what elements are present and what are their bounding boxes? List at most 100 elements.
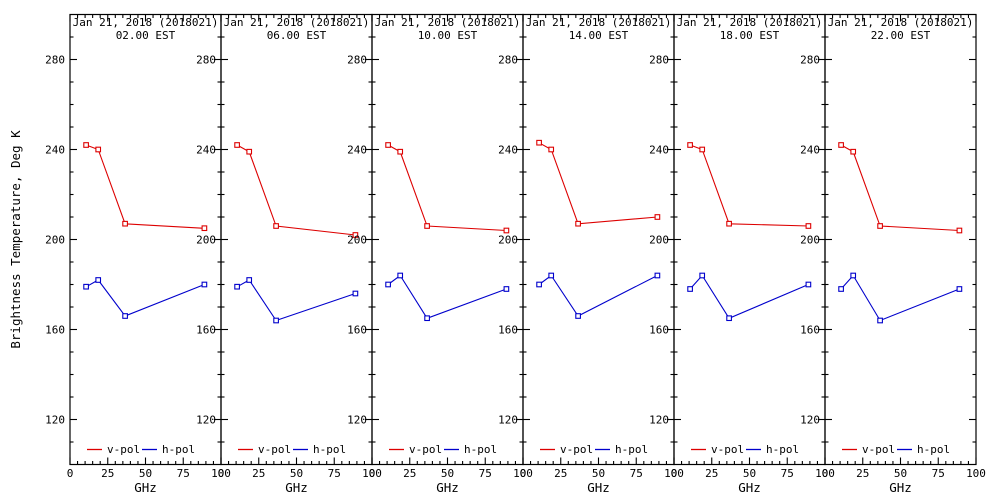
y-tick-label: 160 <box>649 324 669 337</box>
h-pol-marker <box>246 277 253 283</box>
y-tick-labels: 120 160 200 240 280 <box>347 54 367 427</box>
v-pol-line <box>387 144 507 232</box>
x-tick-labels: 0 25 50 75 100 <box>218 467 382 480</box>
v-pol-line <box>85 144 205 229</box>
v-pol-marker <box>654 214 661 220</box>
v-pol-marker <box>687 142 693 148</box>
h-pol-marker <box>687 286 693 292</box>
x-tick-label: 75 <box>328 467 341 480</box>
y-tick-label: 240 <box>45 144 65 157</box>
x-tick-label: 50 <box>441 467 454 480</box>
y-tick-label: 160 <box>347 324 367 337</box>
panel-2: 120 160 200 240 280 0 25 50 75 100 GHz Jan 21, 2018… <box>196 13 382 495</box>
v-pol-marker <box>536 139 542 146</box>
panel-3: 120 160 200 240 280 0 25 50 75 100 GHz Jan 21, 2018… <box>347 13 533 495</box>
h-pol-marker <box>352 290 359 297</box>
x-tick-labels: 0 25 50 75 100 <box>67 467 231 480</box>
legend: v-pol h-pol <box>691 443 799 456</box>
h-pol-marker <box>805 281 812 288</box>
v-pol-marker <box>548 146 555 153</box>
v-pol-marker <box>877 223 883 229</box>
y-tick-label: 120 <box>45 414 65 427</box>
x-tick-label: 25 <box>705 467 718 480</box>
y-tick-label: 280 <box>649 54 669 67</box>
y-tick-label: 160 <box>498 324 518 337</box>
y-tick-label: 240 <box>347 144 367 157</box>
v-pol-marker <box>273 223 279 229</box>
legend-label: h-pol <box>464 443 497 456</box>
x-tick-label: 50 <box>743 467 756 480</box>
legend-item-v-pol: v-pol <box>87 443 140 456</box>
panel-title-time: 14.00 EST <box>569 29 629 42</box>
h-pol-markers <box>385 272 510 322</box>
h-pol-marker <box>877 317 883 324</box>
legend-label: v-pol <box>711 443 744 456</box>
legend-item-h-pol: h-pol <box>293 443 346 456</box>
h-pol-marker <box>838 286 844 292</box>
h-pol-marker <box>726 315 732 322</box>
v-pol-marker <box>246 148 253 155</box>
v-pol-marker <box>805 223 812 229</box>
h-pol-markers <box>536 272 661 319</box>
h-pol-marker <box>548 272 555 279</box>
panel-title-date: Jan 21, 2018 (2018021) <box>73 16 219 29</box>
x-tick-label: 75 <box>630 467 643 480</box>
v-pol-marker <box>850 148 857 155</box>
v-pol-line <box>236 144 356 236</box>
v-pol-marker <box>424 223 430 229</box>
x-tick-label: 100 <box>815 467 835 480</box>
panel-4: 120 160 200 240 280 0 25 50 75 100 GHz Jan 21, 2018… <box>498 13 684 495</box>
h-pol-line <box>840 274 960 322</box>
y-tick-label: 200 <box>347 234 367 247</box>
x-axis-title: GHz <box>436 480 459 495</box>
panel-title-date: Jan 21, 2018 (2018021) <box>828 16 974 29</box>
legend: v-pol h-pol <box>540 443 648 456</box>
legend-label: h-pol <box>615 443 648 456</box>
x-tick-label: 50 <box>139 467 152 480</box>
h-pol-marker <box>536 281 542 288</box>
y-tick-label: 240 <box>800 144 820 157</box>
h-pol-marker <box>83 283 89 290</box>
v-pol-markers <box>536 139 661 227</box>
y-tick-label: 280 <box>800 54 820 67</box>
h-pol-marker <box>273 317 279 324</box>
h-pol-line <box>387 274 507 319</box>
x-tick-label: 0 <box>520 467 527 480</box>
legend-label: v-pol <box>862 443 895 456</box>
x-ticks <box>220 14 373 465</box>
h-pol-marker <box>956 286 963 292</box>
y-tick-label: 200 <box>45 234 65 247</box>
x-tick-label: 25 <box>554 467 567 480</box>
x-tick-label: 50 <box>592 467 605 480</box>
y-tick-label: 200 <box>649 234 669 247</box>
h-pol-marker <box>201 281 208 288</box>
x-tick-label: 100 <box>966 467 986 480</box>
h-pol-markers <box>687 272 812 322</box>
x-tick-label: 0 <box>369 467 376 480</box>
y-axis-title: Brightness Temperature, Deg K <box>8 130 23 349</box>
panel-1: 120 160 200 240 280 0 25 50 75 100 GHz Jan 21, 2018… <box>45 13 231 495</box>
v-pol-marker <box>956 227 963 234</box>
y-tick-labels: 120 160 200 240 280 <box>800 54 820 427</box>
y-tick-label: 240 <box>649 144 669 157</box>
y-tick-labels: 120 160 200 240 280 <box>45 54 65 427</box>
legend-label: v-pol <box>107 443 140 456</box>
legend-label: h-pol <box>162 443 195 456</box>
panel-title-date: Jan 21, 2018 (2018021) <box>677 16 823 29</box>
legend-item-h-pol: h-pol <box>595 443 648 456</box>
x-tick-labels: 0 25 50 75 100 <box>520 467 684 480</box>
panel-title-date: Jan 21, 2018 (2018021) <box>526 16 672 29</box>
x-tick-labels: 0 25 50 75 100 <box>671 467 835 480</box>
v-pol-marker <box>726 220 732 227</box>
v-pol-marker <box>234 142 240 148</box>
y-ticks <box>825 36 976 443</box>
v-pol-markers <box>234 142 359 238</box>
legend-item-v-pol: v-pol <box>389 443 442 456</box>
x-ticks <box>824 14 977 465</box>
y-ticks <box>674 36 825 443</box>
x-ticks <box>69 14 222 465</box>
h-pol-marker <box>122 313 128 319</box>
v-pol-markers <box>83 142 208 232</box>
